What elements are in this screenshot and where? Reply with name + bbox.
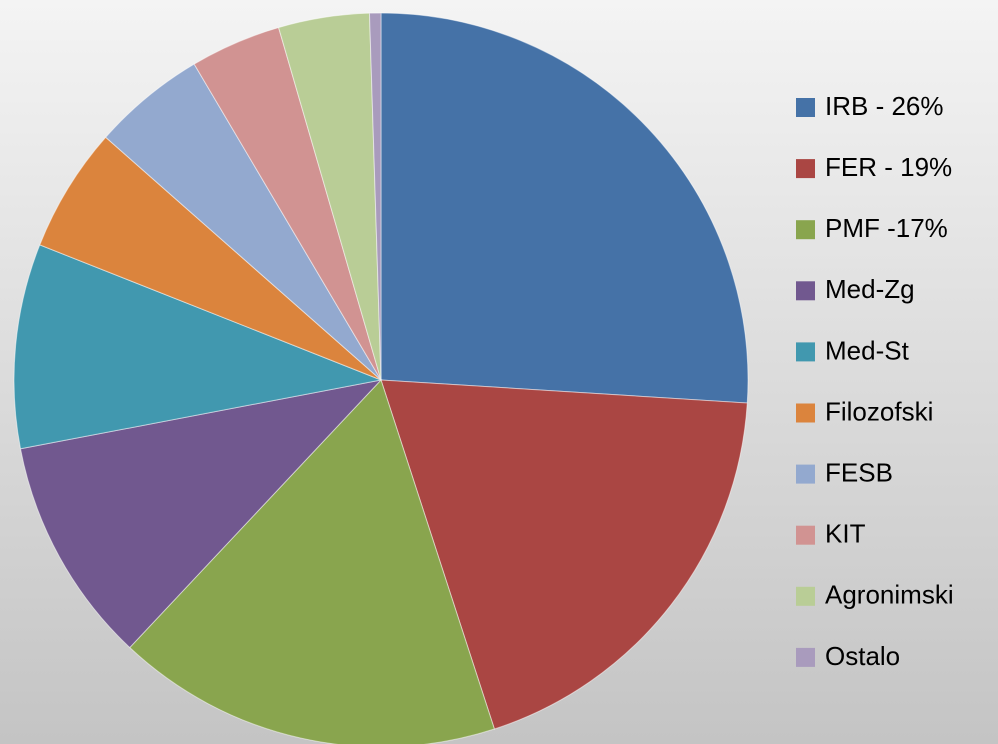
legend-swatch <box>796 464 815 484</box>
legend-swatch <box>796 403 815 423</box>
legend-swatch <box>796 159 815 179</box>
legend-label: Agronimski <box>825 580 954 610</box>
pie-slice <box>13 244 383 450</box>
legend-label: Med-Zg <box>825 274 915 304</box>
legend-swatch <box>796 342 815 362</box>
legend-swatch <box>796 647 815 667</box>
legend-swatch <box>796 281 815 301</box>
legend-label: Filozofski <box>825 396 933 426</box>
legend-swatch <box>796 586 815 606</box>
pie-slice <box>380 379 748 730</box>
legend-label: FESB <box>825 457 893 487</box>
legend-label: FER - 19% <box>825 152 952 182</box>
pie-slice <box>19 379 383 649</box>
legend-label: KIT <box>825 519 866 549</box>
legend-label: Ostalo <box>825 641 900 671</box>
legend-label: Med-St <box>825 335 910 365</box>
legend-label: IRB - 26% <box>825 91 944 121</box>
legend-swatch <box>796 98 815 117</box>
pie-slice <box>380 12 749 404</box>
legend-swatch <box>796 220 815 240</box>
pie-slice <box>368 12 382 381</box>
pie-slice <box>129 379 496 744</box>
legend-label: PMF -17% <box>825 213 948 243</box>
legend-swatch <box>796 525 815 545</box>
